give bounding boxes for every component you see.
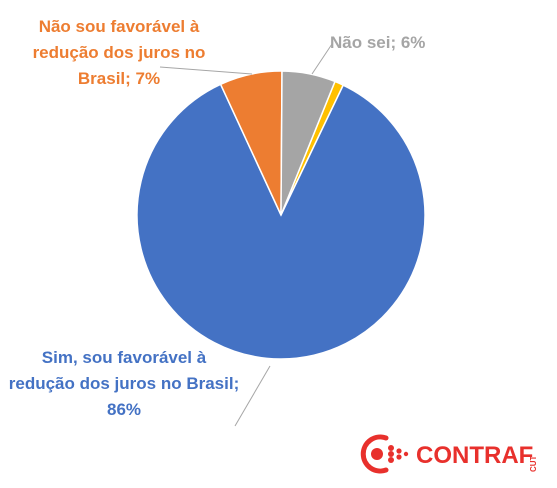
data-label-line: 86% xyxy=(106,400,142,419)
contraf-logo-subtext: CUT xyxy=(529,455,538,472)
data-label-line: Brasil; 7% xyxy=(77,69,161,88)
pie-slice-sim xyxy=(136,83,426,360)
data-label-nao-sei: Não sei; 6% xyxy=(330,30,450,56)
pie-slice-nao-sei xyxy=(280,70,336,216)
data-label-line: Não sou favorável à xyxy=(38,17,200,36)
contraf-logo: CONTRAF CUT xyxy=(360,434,538,474)
data-label-line: redução dos juros no xyxy=(32,43,206,62)
data-label-line: Não sei; 6% xyxy=(330,33,426,52)
data-label-nao-favoravel: Não sou favorável à redução dos juros no… xyxy=(0,14,238,92)
leader-line-nao-favoravel xyxy=(159,66,253,75)
leader-lines xyxy=(159,43,333,427)
data-label-sim: Sim, sou favorável à redução dos juros n… xyxy=(0,345,248,423)
contraf-logo-text: CONTRAF xyxy=(416,442,533,469)
data-label-line: redução dos juros no Brasil; xyxy=(8,374,240,393)
data-label-line: Sim, sou favorável à xyxy=(41,348,207,367)
leader-line-sim xyxy=(234,365,271,427)
contraf-logo-icon xyxy=(360,434,409,474)
pie-slices xyxy=(136,70,426,360)
leader-line-nao-sei xyxy=(311,43,333,75)
